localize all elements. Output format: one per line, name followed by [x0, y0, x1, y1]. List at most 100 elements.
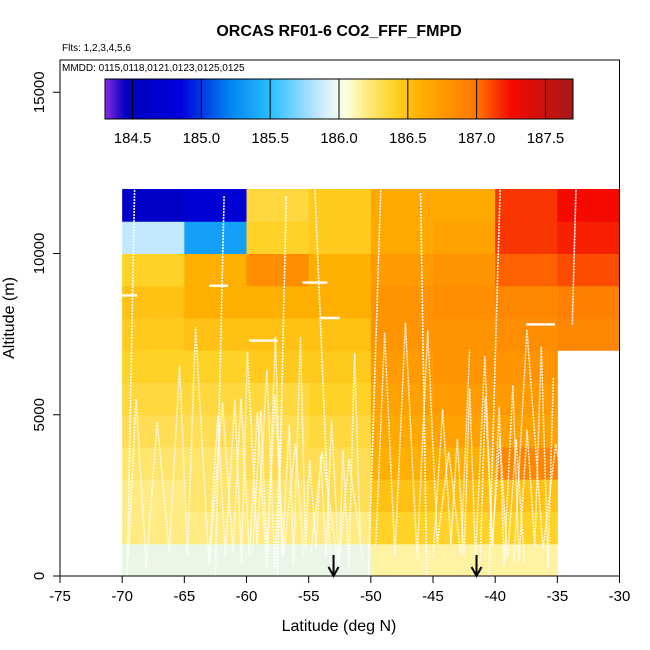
colorbar-tick-label: 184.5 [114, 130, 152, 147]
heatmap-cell [308, 414, 372, 448]
x-tick-label: -30 [609, 588, 631, 605]
heatmap-cell [495, 479, 558, 512]
heatmap-cell [370, 447, 434, 480]
flight-track [314, 188, 332, 577]
heatmap-cell [122, 350, 185, 383]
x-axis-label: Latitude (deg N) [282, 618, 397, 635]
heatmap-cell [308, 221, 372, 254]
flight-track [251, 336, 362, 567]
colorbar-tick-label: 186.0 [320, 130, 358, 147]
x-tick-label: -75 [49, 588, 71, 605]
heatmap-cell [557, 285, 620, 319]
flight-track [488, 188, 501, 577]
heatmap-cell [557, 253, 620, 287]
heatmap-cell [495, 221, 558, 254]
heatmap-cell [370, 318, 434, 351]
y-tick-label: 15000 [31, 71, 48, 113]
colorbar-tick-label: 185.0 [183, 130, 221, 147]
x-axis: -75 -70 -65 -60 -55 -50 -45 -40 -35 -30 [49, 576, 630, 605]
heatmap-cell [495, 253, 558, 287]
heatmap-cell [122, 511, 185, 545]
heatmap-cell [184, 221, 247, 254]
heatmap-cell [557, 221, 620, 254]
heatmap-cell [370, 253, 434, 287]
flight-track [276, 195, 288, 577]
heatmap-cell [370, 543, 434, 577]
heatmap-cell [184, 253, 247, 287]
flight-track [513, 329, 574, 563]
heatmap-cell [308, 382, 372, 416]
flight-track [479, 346, 555, 568]
x-tick-label: -55 [298, 588, 320, 605]
heatmap-cell [246, 189, 310, 222]
colorbar: 184.5 185.0 185.5 186.0 186.5 187.0 187.5 [101, 75, 577, 147]
heatmap-cell [122, 543, 185, 577]
heatmap-cell [184, 414, 247, 448]
y-tick-label: 10000 [31, 233, 48, 275]
heatmap-cell [246, 221, 310, 254]
heatmap-cell [308, 285, 372, 319]
heatmap-cell [308, 318, 372, 351]
heatmap-cell [495, 447, 558, 480]
y-axis-label: Altitude (m) [1, 277, 18, 359]
heatmap-cell [433, 318, 496, 351]
flight-track [214, 195, 225, 577]
flight-track [432, 355, 526, 564]
heatmap-cell [370, 285, 434, 319]
heatmap-cell [433, 221, 496, 254]
flight-tracks [122, 188, 577, 577]
heatmap-cell [370, 479, 434, 512]
heatmap-cell [557, 318, 620, 351]
colorbar-tick-label: 187.5 [527, 130, 565, 147]
x-tick-label: -60 [236, 588, 258, 605]
heatmap-cell [246, 318, 310, 351]
flight-track [571, 188, 577, 325]
heatmap-cell [433, 189, 496, 222]
chart-title: ORCAS RF01-6 CO2_FFF_FMPD [216, 23, 461, 40]
x-tick-label: -35 [546, 588, 568, 605]
x-tick-label: -50 [360, 588, 382, 605]
heatmap-cell [557, 189, 620, 222]
y-axis: 0 5000 10000 15000 [31, 71, 60, 580]
heatmap-cell [122, 189, 185, 222]
heatmap-cell [122, 253, 185, 287]
heatmap-cell [433, 285, 496, 319]
heatmap-cell [495, 350, 558, 383]
heatmap-cell [184, 285, 247, 319]
heatmap-cell [184, 189, 247, 222]
heatmap-cell [495, 382, 558, 416]
y-tick-label: 5000 [31, 398, 48, 431]
flight-track [375, 322, 471, 559]
colorbar-tick-label: 185.5 [251, 130, 289, 147]
heatmap-cell [370, 221, 434, 254]
flight-track [419, 192, 428, 577]
heatmap-cell [122, 221, 185, 254]
heatmap-cell [122, 382, 185, 416]
heatmap-cell [246, 285, 310, 319]
x-tick-label: -45 [422, 588, 444, 605]
dates-note: MMDD: 0115,0118,0121,0123,0125,0125 [62, 63, 245, 74]
flight-track [127, 326, 305, 568]
heatmap-cell [308, 189, 372, 222]
heatmap-cell [246, 253, 310, 287]
heatmap-cell [184, 382, 247, 416]
x-tick-label: -70 [111, 588, 133, 605]
x-tick-label: -65 [173, 588, 195, 605]
heatmap-cells [122, 189, 620, 577]
colorbar-tick-label: 186.5 [389, 130, 427, 147]
heatmap-cell [184, 318, 247, 351]
heatmap-cell [308, 447, 372, 480]
colorbar-tick-label: 187.0 [458, 130, 496, 147]
heatmap-cell [370, 511, 434, 545]
heatmap-cell [495, 189, 558, 222]
heatmap-cell [495, 285, 558, 319]
plot-frame [59, 59, 620, 577]
flight-track [367, 188, 382, 577]
heatmap-cell [308, 350, 372, 383]
flight-track [126, 188, 136, 577]
flights-note: Flts: 1,2,3,4,5,6 [62, 43, 131, 54]
heatmap-cell [433, 253, 496, 287]
heatmap-cell [370, 350, 434, 383]
x-tick-label: -40 [484, 588, 506, 605]
y-tick-label: 0 [31, 572, 48, 580]
